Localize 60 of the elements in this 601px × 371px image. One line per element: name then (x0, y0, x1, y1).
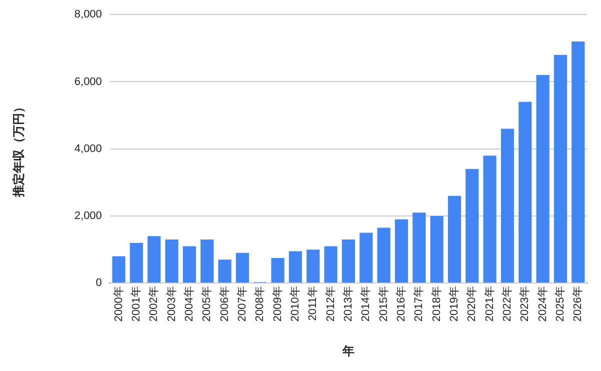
y-tick-label: 4,000 (74, 142, 102, 155)
x-tick-label: 2018年 (430, 286, 443, 322)
y-tick-label: 2,000 (74, 210, 102, 222)
x-tick-label: 2002年 (148, 286, 160, 322)
y-tick-label: 6,000 (74, 76, 102, 88)
x-tick-label: 2007年 (236, 286, 248, 322)
bar (324, 246, 338, 283)
bar (448, 196, 462, 283)
x-tick-label: 2025年 (554, 286, 567, 322)
x-tick-label: 2020年 (466, 286, 478, 322)
x-axis-title: 年 (341, 344, 354, 358)
bar (112, 256, 126, 283)
bar (182, 246, 196, 283)
x-tick-label: 2014年 (360, 286, 372, 322)
x-tick-label: 2001年 (130, 286, 142, 322)
x-tick-label: 2010年 (289, 286, 302, 322)
y-tick-label: 8,000 (74, 8, 102, 21)
bar (394, 219, 408, 283)
x-tick-label: 2026年 (572, 286, 584, 322)
bar (271, 258, 284, 283)
bar (554, 54, 568, 283)
bar (200, 239, 214, 283)
y-axis-title: 推定年収（万円） (12, 100, 26, 198)
bar (360, 232, 373, 283)
x-tick-label: 2023年 (519, 286, 532, 322)
bar (130, 242, 143, 283)
x-tick-label: 2019年 (448, 286, 461, 322)
bar (572, 41, 585, 283)
bar (306, 250, 320, 283)
x-tick-label: 2013年 (342, 286, 354, 322)
bar (342, 239, 356, 283)
bar (165, 239, 178, 283)
y-tick-label: 0 (96, 277, 102, 290)
x-tick-label: 2008年 (254, 286, 266, 322)
bar (500, 128, 514, 283)
bar (430, 216, 444, 283)
x-tick-label: 2011年 (307, 286, 320, 321)
bar (483, 156, 496, 283)
bar (466, 169, 479, 283)
x-tick-label: 2004年 (183, 286, 196, 322)
bar (412, 212, 426, 283)
x-tick-label: 2005年 (201, 286, 214, 322)
x-tick-label: 2021年 (484, 286, 496, 322)
x-tick-label: 2003年 (166, 286, 178, 322)
bar (536, 75, 550, 283)
x-tick-label: 2016年 (396, 286, 408, 322)
x-tick-label: 2015年 (378, 286, 390, 322)
bar (236, 252, 249, 283)
x-tick-label: 2012年 (324, 286, 337, 322)
bar (377, 228, 390, 283)
x-tick-label: 2022年 (502, 286, 514, 322)
x-tick-label: 2006年 (218, 286, 231, 322)
bar (518, 102, 532, 283)
bar (148, 236, 161, 283)
x-tick-label: 2017年 (413, 286, 426, 322)
x-tick-label: 2024年 (536, 286, 549, 322)
x-tick-label: 2009年 (272, 286, 284, 322)
bar (218, 260, 232, 283)
x-tick-label: 2000年 (112, 286, 125, 322)
bar (288, 251, 302, 283)
